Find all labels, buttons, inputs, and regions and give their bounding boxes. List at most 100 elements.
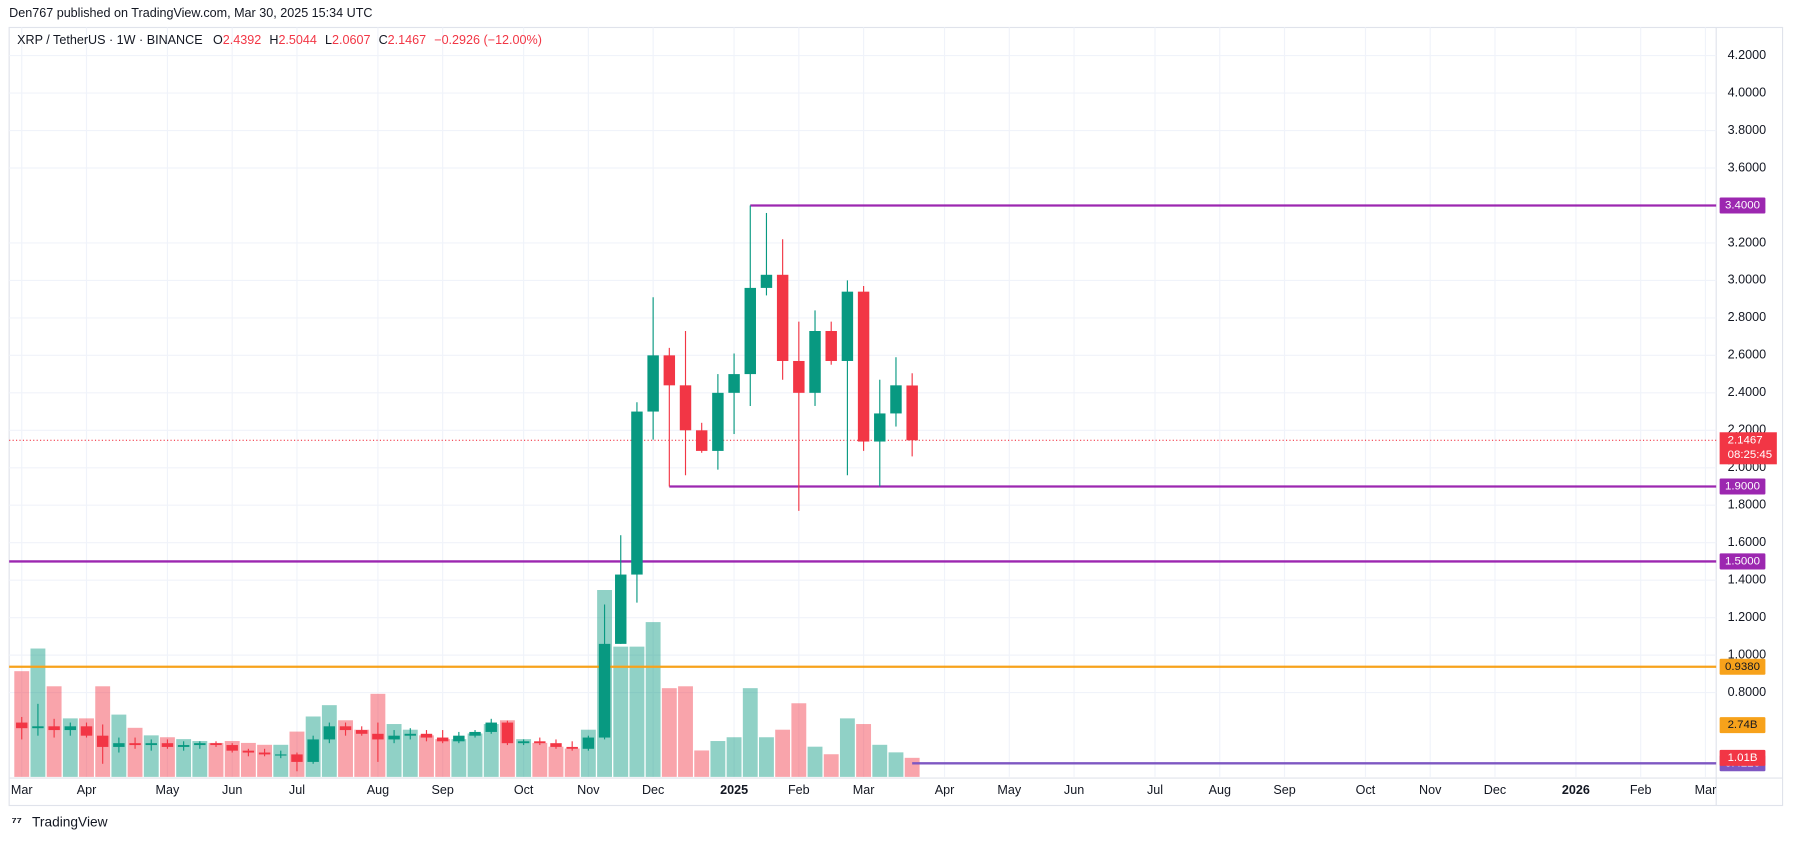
footer: TradingView [32, 814, 108, 829]
level-label: 1.5000 [1725, 555, 1760, 567]
y-tick-label: 1.0000 [1728, 647, 1766, 661]
candle-body [485, 722, 497, 732]
candle-body [825, 331, 837, 361]
x-tick-label: 2026 [1562, 783, 1590, 797]
candle-body [582, 737, 595, 749]
volume-bar [807, 746, 823, 777]
x-tick-label: Apr [77, 783, 97, 797]
y-tick-label: 4.0000 [1728, 85, 1766, 99]
x-tick-label: Sep [1273, 783, 1295, 797]
volume-ma-label: 2.74B [1728, 719, 1758, 731]
volume-bar [823, 754, 839, 777]
volume-bar [548, 746, 564, 777]
candle-body [210, 743, 222, 746]
ohlc-key: H [269, 34, 278, 48]
y-tick-label: 0.8000 [1728, 685, 1766, 699]
volume-bar [354, 729, 370, 777]
candle-body [307, 739, 319, 762]
price-label: 2.1467 [1728, 434, 1763, 446]
candle-body [275, 754, 287, 756]
x-tick-label: Nov [577, 783, 600, 797]
volume-bar [62, 718, 78, 777]
level-label: 1.9000 [1725, 481, 1760, 493]
logo-mark: ⁷⁷ [11, 815, 21, 829]
candle-body [598, 643, 611, 738]
volume-bar [176, 739, 192, 777]
volume-bar [742, 688, 758, 777]
candle-body [615, 574, 627, 644]
candle-body [453, 735, 465, 742]
candle-body [679, 385, 692, 431]
volume-bar [678, 686, 693, 777]
candle-body [776, 274, 789, 361]
x-tick-label: May [156, 783, 180, 797]
volume-bar [338, 720, 353, 777]
candle-body [96, 735, 109, 747]
candle-body [32, 726, 44, 729]
volume-bar [435, 739, 451, 777]
level-label-box [1719, 553, 1766, 570]
candle-body [113, 743, 125, 747]
candle-body [874, 413, 886, 442]
x-tick-label: Aug [367, 783, 389, 797]
x-tick-label: Mar [853, 783, 875, 797]
y-tick-label: 1.6000 [1728, 535, 1766, 549]
y-tick-label: 1.2000 [1728, 610, 1766, 624]
volume-bar [532, 742, 548, 777]
volume-bar [661, 688, 677, 777]
level-label-box [1719, 478, 1766, 495]
low-value: 2.0607 [332, 34, 370, 48]
x-tick-label: Sep [431, 783, 453, 797]
y-tick-label: 2.8000 [1728, 310, 1766, 324]
candle-body [436, 737, 449, 742]
volume-bar [904, 757, 920, 777]
axes: 0.80001.00001.20001.40001.60001.80002.00… [11, 48, 1777, 797]
volume-bar [467, 733, 483, 777]
candle-body [129, 743, 141, 746]
candle-body [712, 392, 724, 451]
volume-bar [143, 735, 159, 777]
x-tick-label: Jun [222, 783, 242, 797]
candle-body [663, 355, 676, 386]
candle-body [177, 745, 190, 747]
y-tick-label: 2.4000 [1728, 385, 1766, 399]
volume-bar [564, 748, 580, 777]
x-tick-label: Mar [11, 783, 33, 797]
volume-label: 1.01B [1728, 752, 1758, 764]
close-value: 2.1467 [388, 34, 426, 48]
volume-bar [419, 735, 434, 777]
level-label: 0.9380 [1725, 661, 1760, 673]
x-tick-label: Dec [642, 783, 664, 797]
level-label: 3.4000 [1725, 199, 1760, 211]
legend: XRP / TetherUS · 1W · BINANCE O2.4392 H2… [17, 34, 542, 48]
ohlc-key: O [213, 34, 223, 48]
candle-body [647, 355, 659, 412]
x-tick-label: Mar [1695, 783, 1717, 797]
volume-bar [694, 750, 710, 777]
candle-body [355, 730, 368, 734]
candle-body [145, 743, 157, 746]
candle-body [631, 411, 643, 575]
volume-bar [759, 737, 774, 777]
volume-bar [856, 724, 872, 777]
y-tick-label: 4.2000 [1728, 48, 1766, 62]
candle-body [80, 726, 93, 736]
candle-body [695, 430, 708, 451]
candle-body [857, 291, 870, 442]
candle-body [404, 733, 417, 736]
candle-body [890, 385, 902, 414]
candle-body [469, 731, 481, 736]
volume-bar [127, 727, 143, 777]
volume-bar [629, 646, 645, 777]
volume-bar [613, 646, 629, 777]
level-label-box [1719, 197, 1766, 214]
candle-body [793, 360, 805, 393]
frame [8, 26, 1784, 807]
y-tick-label: 3.0000 [1728, 273, 1766, 287]
volume-bar [839, 718, 855, 777]
candle-body [323, 726, 336, 740]
candle-body [48, 726, 60, 731]
volume-bar [483, 724, 499, 777]
volume-bar [192, 741, 208, 777]
